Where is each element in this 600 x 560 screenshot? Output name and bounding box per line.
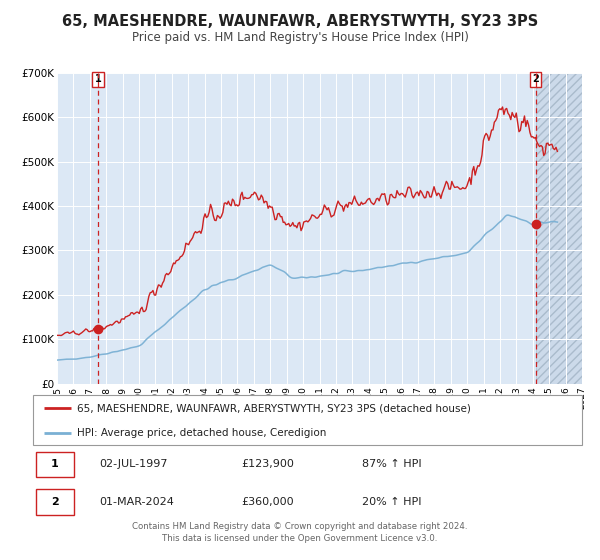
Text: 20% ↑ HPI: 20% ↑ HPI xyxy=(362,497,422,507)
Text: Contains HM Land Registry data © Crown copyright and database right 2024.
This d: Contains HM Land Registry data © Crown c… xyxy=(132,522,468,543)
Text: £360,000: £360,000 xyxy=(242,497,294,507)
Text: 01-MAR-2024: 01-MAR-2024 xyxy=(99,497,174,507)
Bar xyxy=(536,73,582,384)
Text: 87% ↑ HPI: 87% ↑ HPI xyxy=(362,459,422,469)
Text: 1: 1 xyxy=(51,459,59,469)
Text: Price paid vs. HM Land Registry's House Price Index (HPI): Price paid vs. HM Land Registry's House … xyxy=(131,31,469,44)
Text: 65, MAESHENDRE, WAUNFAWR, ABERYSTWYTH, SY23 3PS: 65, MAESHENDRE, WAUNFAWR, ABERYSTWYTH, S… xyxy=(62,14,538,29)
FancyBboxPatch shape xyxy=(36,489,74,515)
Text: 2: 2 xyxy=(532,74,539,85)
Text: £123,900: £123,900 xyxy=(242,459,295,469)
Text: 1: 1 xyxy=(95,74,101,85)
Text: HPI: Average price, detached house, Ceredigion: HPI: Average price, detached house, Cere… xyxy=(77,428,326,437)
Text: 02-JUL-1997: 02-JUL-1997 xyxy=(99,459,167,469)
Text: 65, MAESHENDRE, WAUNFAWR, ABERYSTWYTH, SY23 3PS (detached house): 65, MAESHENDRE, WAUNFAWR, ABERYSTWYTH, S… xyxy=(77,403,471,413)
FancyBboxPatch shape xyxy=(36,451,74,477)
FancyBboxPatch shape xyxy=(33,395,582,445)
Text: 2: 2 xyxy=(51,497,59,507)
